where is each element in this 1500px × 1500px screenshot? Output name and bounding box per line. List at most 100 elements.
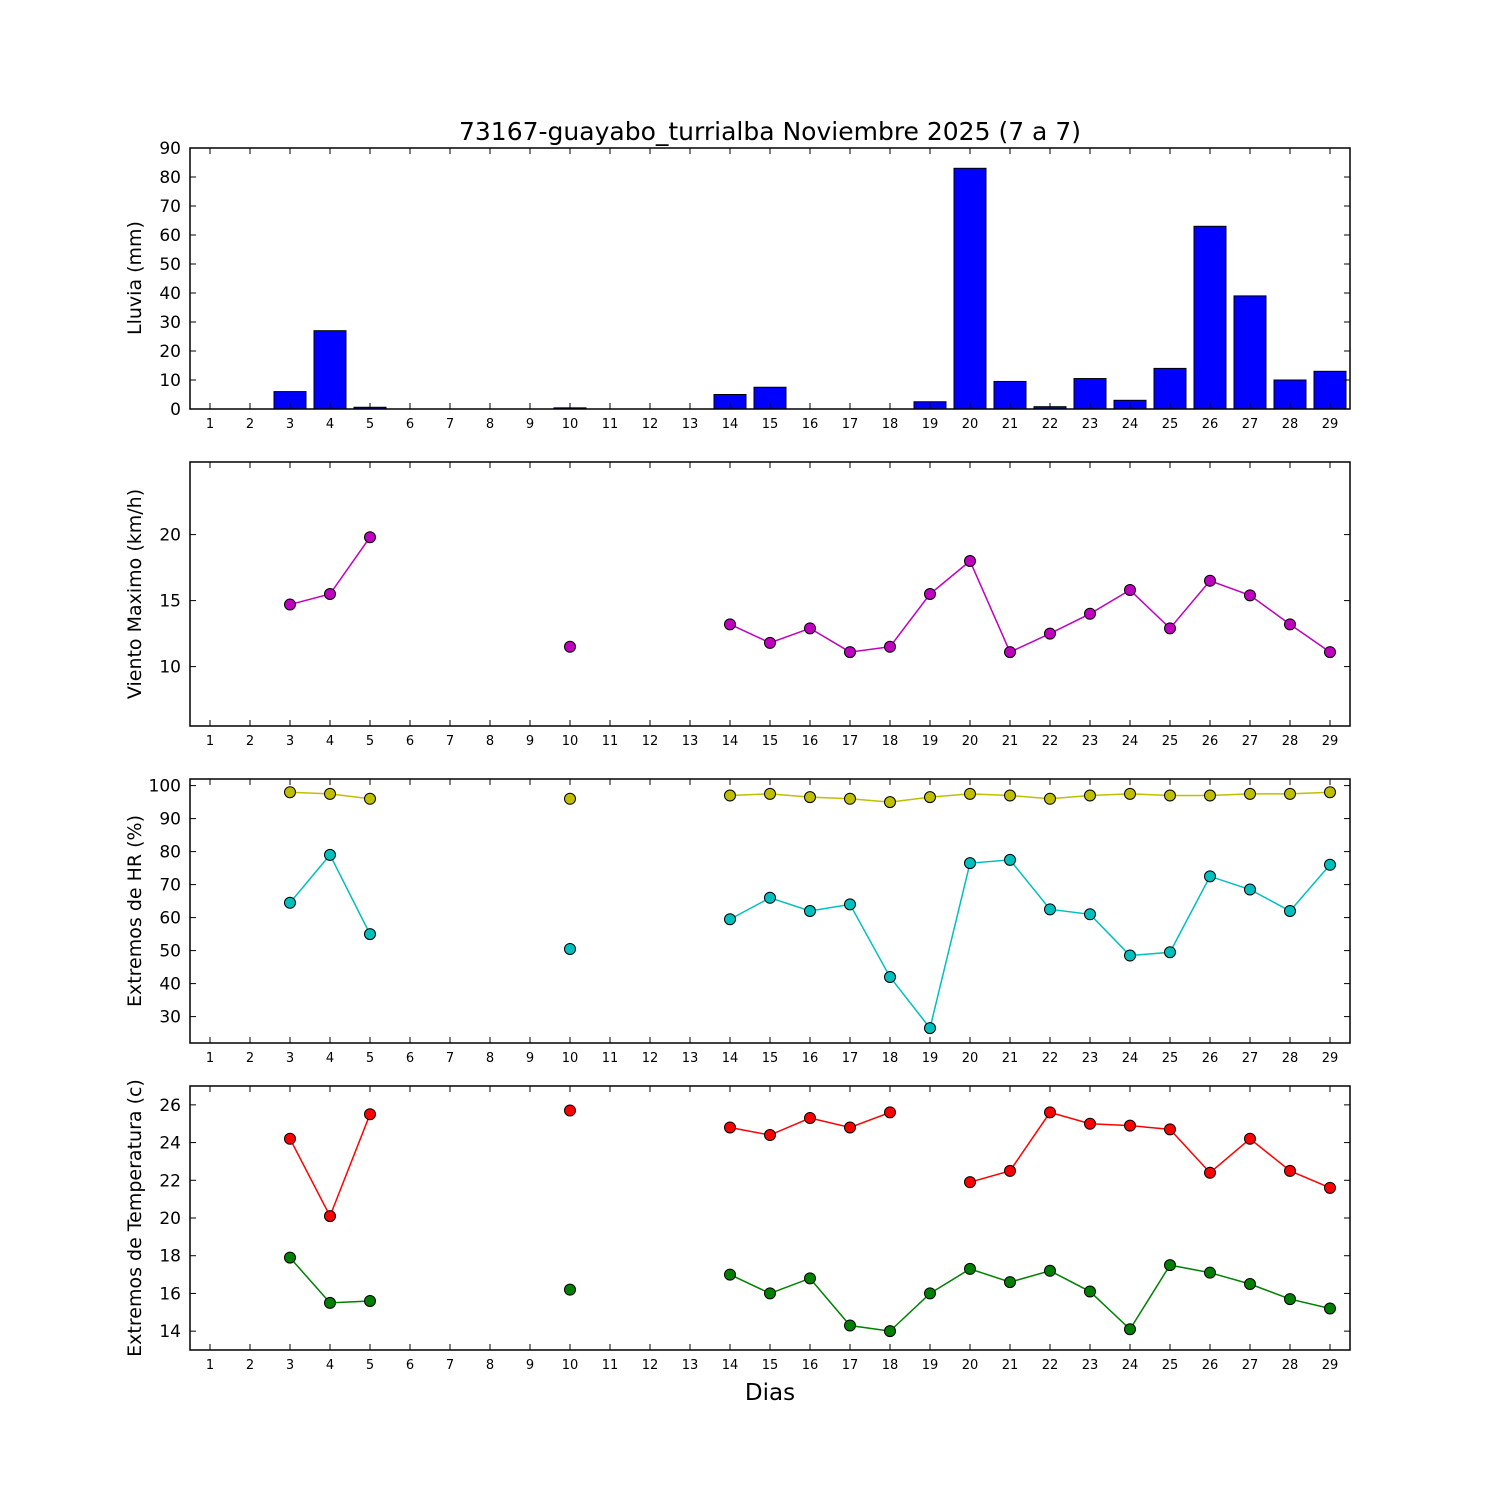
temp-min-point xyxy=(764,1287,776,1300)
x-tick-label: 14 xyxy=(722,1358,739,1373)
y-tick-label: 30 xyxy=(159,313,181,333)
hr-max-point xyxy=(1324,786,1336,799)
temp-max-point xyxy=(284,1132,296,1145)
hr-min-point xyxy=(924,1022,936,1035)
temp-min-point xyxy=(1164,1259,1176,1272)
hr-max-point xyxy=(1044,792,1056,805)
hr-max-point xyxy=(1004,789,1016,802)
hr-max-point xyxy=(924,791,936,804)
y-tick-label: 15 xyxy=(159,592,181,612)
x-tick-label: 12 xyxy=(642,1358,659,1373)
x-tick-label: 21 xyxy=(1002,417,1019,432)
hr-max-point xyxy=(1164,789,1176,802)
x-tick-label: 27 xyxy=(1242,1051,1259,1066)
x-tick-label: 15 xyxy=(762,417,779,432)
hr-max-point xyxy=(1284,787,1296,800)
temp-max-point xyxy=(1324,1181,1336,1194)
temp-max-point xyxy=(724,1121,736,1134)
temp-max-point xyxy=(1164,1123,1176,1136)
x-tick-label: 26 xyxy=(1202,734,1219,749)
x-tick-label: 29 xyxy=(1322,1051,1339,1066)
x-tick-label: 5 xyxy=(366,1051,374,1066)
x-tick-label: 17 xyxy=(842,417,859,432)
x-tick-label: 13 xyxy=(682,1358,699,1373)
x-tick-label: 20 xyxy=(962,417,979,432)
temp-max-point xyxy=(1084,1117,1096,1130)
y-tick-label: 22 xyxy=(159,1171,181,1191)
x-tick-label: 21 xyxy=(1002,734,1019,749)
hr-max-point xyxy=(1204,789,1216,802)
y-axis-title-humidity: Extremos de HR (%) xyxy=(124,815,146,1007)
x-tick-label: 19 xyxy=(922,734,939,749)
hr-min-point xyxy=(804,905,816,917)
y-tick-label: 70 xyxy=(159,876,181,896)
temp-max-point xyxy=(1284,1164,1296,1177)
x-axis-title: Dias xyxy=(745,1380,795,1406)
y-tick-label: 20 xyxy=(159,342,181,362)
x-tick-label: 2 xyxy=(246,734,254,749)
y-axis-title-rain: Lluvia (mm) xyxy=(124,221,146,335)
temp-min-point xyxy=(804,1272,816,1285)
hr-max-point xyxy=(844,792,856,805)
x-tick-label: 10 xyxy=(562,1358,579,1373)
x-tick-label: 17 xyxy=(842,1051,859,1066)
x-tick-label: 11 xyxy=(602,1358,619,1373)
x-tick-label: 16 xyxy=(802,1358,819,1373)
y-tick-label: 60 xyxy=(159,226,181,246)
y-tick-label: 50 xyxy=(159,255,181,275)
x-tick-label: 7 xyxy=(446,417,454,432)
x-tick-label: 24 xyxy=(1122,1358,1139,1373)
x-tick-label: 9 xyxy=(526,1051,534,1066)
hr-min-point xyxy=(724,913,736,926)
x-tick-label: 16 xyxy=(802,417,819,432)
x-tick-label: 7 xyxy=(446,1358,454,1373)
temp-min-point xyxy=(924,1287,936,1300)
hr-min-point xyxy=(1044,903,1056,916)
hr-max-point xyxy=(564,792,576,805)
y-axis-title-temperature: Extremos de Temperatura (c) xyxy=(124,1079,146,1357)
x-tick-label: 22 xyxy=(1042,734,1059,749)
wind-max-point xyxy=(1084,607,1096,620)
x-tick-label: 8 xyxy=(486,734,494,749)
x-tick-label: 15 xyxy=(762,1358,779,1373)
x-tick-label: 29 xyxy=(1322,734,1339,749)
x-tick-label: 17 xyxy=(842,1358,859,1373)
x-tick-label: 20 xyxy=(962,1051,979,1066)
x-tick-label: 22 xyxy=(1042,1051,1059,1066)
x-tick-label: 9 xyxy=(526,734,534,749)
x-tick-label: 23 xyxy=(1082,1358,1099,1373)
x-tick-label: 24 xyxy=(1122,734,1139,749)
y-tick-label: 40 xyxy=(159,975,181,995)
x-tick-label: 4 xyxy=(326,734,334,749)
x-tick-label: 22 xyxy=(1042,417,1059,432)
x-tick-label: 24 xyxy=(1122,1051,1139,1066)
x-tick-label: 8 xyxy=(486,1358,494,1373)
x-tick-label: 2 xyxy=(246,417,254,432)
x-tick-label: 10 xyxy=(562,734,579,749)
wind-max-point xyxy=(1044,627,1056,640)
hr-min-point xyxy=(1324,858,1336,871)
hr-min-point xyxy=(324,848,336,861)
x-tick-label: 26 xyxy=(1202,1051,1219,1066)
plot-frame xyxy=(189,461,1351,727)
temp-min-point xyxy=(964,1262,976,1275)
x-tick-label: 26 xyxy=(1202,417,1219,432)
x-tick-label: 3 xyxy=(286,417,294,432)
hr-min-point xyxy=(564,942,576,955)
x-tick-label: 25 xyxy=(1162,1358,1179,1373)
temp-max-point xyxy=(804,1112,816,1125)
hr-max-point xyxy=(1084,789,1096,802)
hr-min-point xyxy=(1244,883,1256,896)
x-tick-label: 18 xyxy=(882,1358,899,1373)
x-tick-label: 15 xyxy=(762,734,779,749)
temp-max-point xyxy=(564,1104,576,1117)
x-tick-label: 12 xyxy=(642,734,659,749)
x-tick-label: 16 xyxy=(802,734,819,749)
x-tick-label: 28 xyxy=(1282,734,1299,749)
wind-max-point xyxy=(844,646,856,659)
x-tick-label: 27 xyxy=(1242,1358,1259,1373)
x-tick-label: 14 xyxy=(722,417,739,432)
